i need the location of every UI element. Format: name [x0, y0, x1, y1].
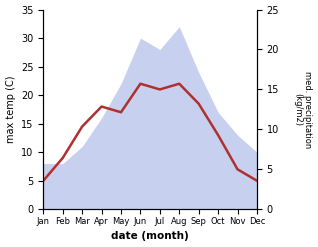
- Y-axis label: max temp (C): max temp (C): [5, 76, 16, 143]
- X-axis label: date (month): date (month): [111, 231, 189, 242]
- Y-axis label: med. precipitation
(kg/m2): med. precipitation (kg/m2): [293, 71, 313, 148]
